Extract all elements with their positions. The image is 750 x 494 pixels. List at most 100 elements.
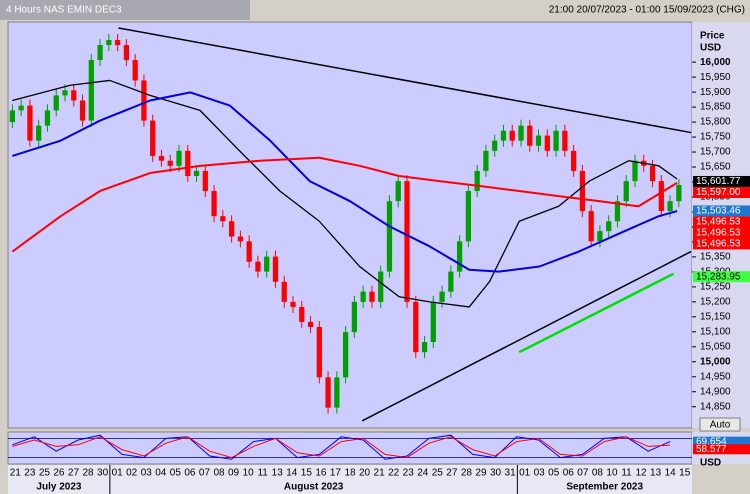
y-tick-label: 15,250 <box>700 282 731 293</box>
candle-body <box>167 160 173 166</box>
y-axis-label: Price <box>700 31 725 42</box>
candle-body <box>527 125 533 146</box>
y-tick-label: 15,000 <box>700 356 731 367</box>
x-tick-label: 05 <box>548 468 560 479</box>
x-tick-label: 25 <box>39 468 51 479</box>
x-tick-label: 13 <box>272 468 284 479</box>
y-tick-label: 14,850 <box>700 401 731 412</box>
candle-body <box>255 261 261 272</box>
candle-body <box>193 170 200 177</box>
candle-body <box>378 271 384 302</box>
candle-body <box>44 110 51 126</box>
x-tick-label: 22 <box>388 468 400 479</box>
trendline <box>518 272 675 354</box>
candle-body <box>62 90 68 96</box>
candle-body <box>509 130 515 141</box>
candle-body <box>27 105 33 141</box>
candle-body <box>290 301 296 307</box>
candle-body <box>220 216 226 222</box>
candle-body <box>676 184 682 202</box>
x-tick-label: 06 <box>184 468 196 479</box>
oscillator-flag-label: 69.654 <box>696 436 727 447</box>
x-tick-label: 05 <box>170 468 182 479</box>
x-tick-label: 01 <box>519 468 531 479</box>
candle-body <box>404 181 410 302</box>
x-tick-label: 09 <box>228 468 240 479</box>
candle-body <box>518 125 524 141</box>
y-tick-label: 15,900 <box>700 87 731 98</box>
candle-body <box>246 241 252 262</box>
x-tick-label: 28 <box>461 468 473 479</box>
price-flag-label: 15,496.53 <box>696 228 741 239</box>
auto-button-label[interactable]: Auto <box>710 420 731 431</box>
price-flag <box>693 175 750 187</box>
candle-body <box>544 135 550 151</box>
y-tick-label: 15,200 <box>700 296 731 307</box>
oscillator-flag <box>693 436 750 447</box>
y-tick-label: 15,750 <box>700 132 731 143</box>
x-tick-label: 16 <box>315 468 327 479</box>
x-tick-label: 23 <box>24 468 36 479</box>
candle-body <box>632 160 638 182</box>
candle-body <box>465 190 472 242</box>
candle-body <box>649 165 656 182</box>
x-tick-label: 15 <box>679 468 691 479</box>
price-flag <box>693 205 750 217</box>
x-tick-label: 25 <box>432 468 444 479</box>
x-tick-label: 04 <box>155 468 167 479</box>
candle-body <box>325 377 331 408</box>
candle-body <box>360 291 366 302</box>
candle-body <box>307 321 314 328</box>
x-tick-label: 13 <box>650 468 662 479</box>
x-tick-label: 11 <box>257 468 268 479</box>
oscillator-line <box>12 436 671 459</box>
price-flag <box>693 238 750 250</box>
candle-body <box>395 181 401 202</box>
price-flag-label: 15,283.95 <box>696 271 741 282</box>
candle-body <box>106 39 112 46</box>
chart-title: 4 Hours NAS EMIN DEC3 <box>6 5 122 16</box>
candle-body <box>483 150 489 171</box>
candle-body <box>342 332 349 378</box>
y-tick-label: 15,350 <box>700 252 731 263</box>
moving-average <box>11 156 678 253</box>
candle-body <box>132 60 138 81</box>
candle-body <box>36 125 42 141</box>
candle-body <box>272 256 279 282</box>
x-tick-label: 28 <box>82 468 94 479</box>
price-flag-label: 15,503.46 <box>696 206 741 217</box>
candle-body <box>597 231 603 242</box>
candle-body <box>158 155 165 161</box>
candle-body <box>97 45 103 61</box>
candle-body <box>316 327 322 378</box>
trendline <box>361 250 692 422</box>
month-label: July 2023 <box>36 482 81 493</box>
x-tick-label: 15 <box>301 468 313 479</box>
candle-body <box>413 301 419 353</box>
price-flag <box>693 216 750 228</box>
candle-body <box>658 181 664 212</box>
x-tick-label: 07 <box>577 468 589 479</box>
price-flag <box>693 227 750 239</box>
candle-body <box>439 291 445 302</box>
price-flag-label: 15,496.53 <box>696 239 741 250</box>
candle-body <box>535 135 542 146</box>
candle-body <box>334 377 340 408</box>
candle-body <box>456 241 463 272</box>
x-tick-label: 14 <box>665 468 677 479</box>
x-tick-label: 27 <box>446 468 458 479</box>
y-tick-label: 16,000 <box>700 57 731 68</box>
price-flag <box>693 186 750 198</box>
candle-body <box>351 301 358 333</box>
x-tick-label: 01 <box>112 468 124 479</box>
candle-body <box>228 221 235 237</box>
auto-button[interactable] <box>699 417 741 432</box>
x-tick-label: 24 <box>417 468 429 479</box>
candle-body <box>299 306 305 322</box>
y-tick-label: 15,700 <box>700 147 731 158</box>
x-tick-label: 10 <box>243 468 255 479</box>
candle-body <box>264 256 270 272</box>
moving-average <box>12 79 678 308</box>
y-tick-label: 14,950 <box>700 371 731 382</box>
